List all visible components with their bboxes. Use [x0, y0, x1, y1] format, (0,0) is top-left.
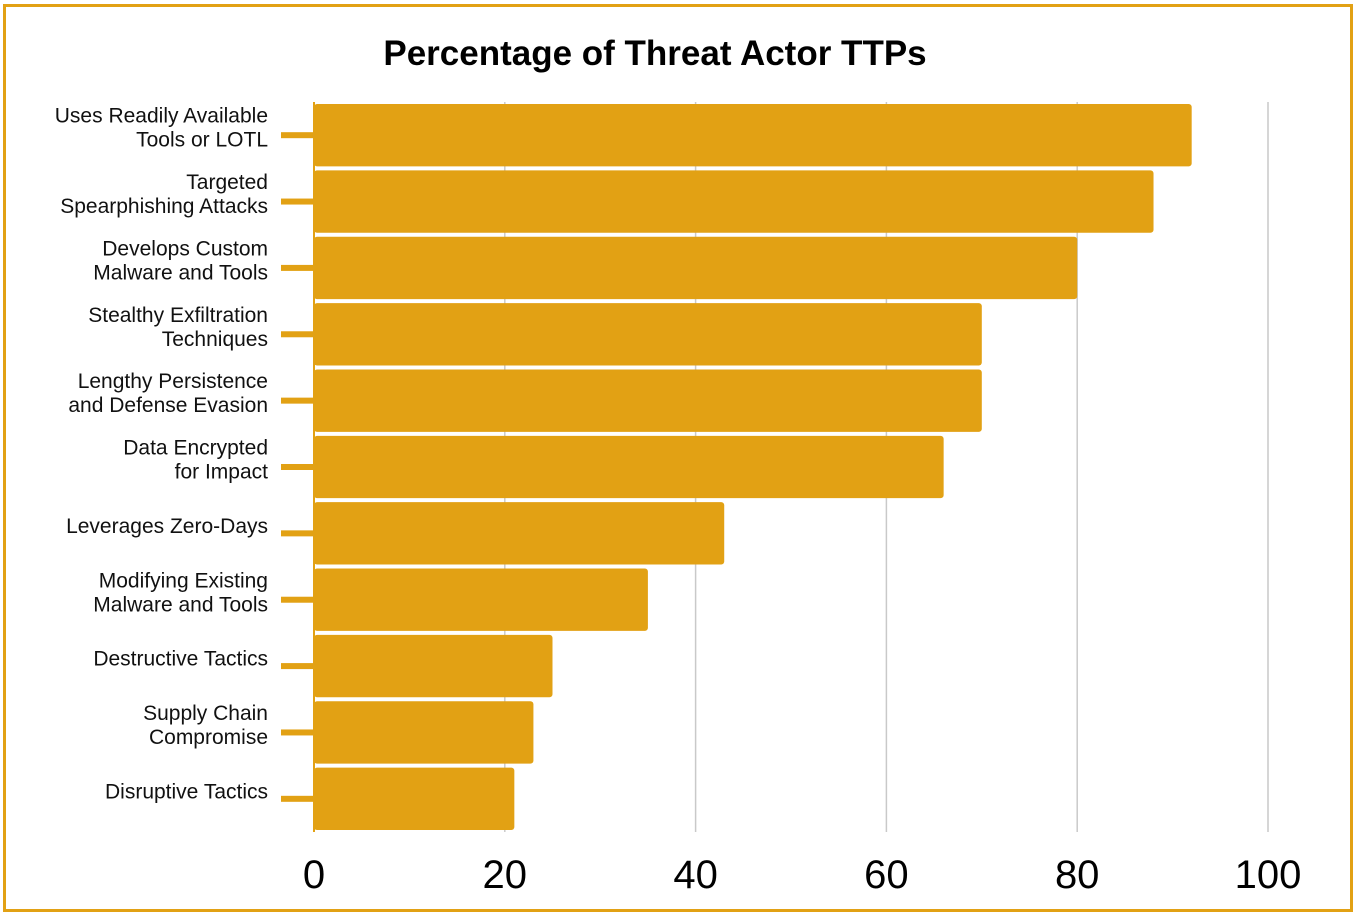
y-tick-mark-1 — [281, 198, 314, 205]
bar-6 — [314, 502, 725, 565]
x-tick-label-100: 100 — [1235, 853, 1302, 897]
category-label-5: Data Encrypted for Impact — [123, 437, 268, 484]
category-label-2: Develops Custom Malware and Tools — [93, 237, 268, 284]
y-tick-mark-7 — [281, 596, 314, 603]
y-tick-mark-4 — [281, 397, 314, 404]
category-label-0: Uses Readily Available Tools or LOTL — [55, 105, 268, 152]
y-tick-mark-10 — [281, 795, 314, 802]
x-tick-label-80: 80 — [1055, 853, 1100, 897]
y-tick-mark-6 — [281, 530, 314, 537]
y-tick-mark-2 — [281, 264, 314, 271]
y-tick-mark-9 — [281, 729, 314, 736]
bar-7 — [314, 568, 648, 631]
bar-8 — [314, 634, 553, 698]
x-tick-label-60: 60 — [864, 853, 909, 897]
category-label-8: Destructive Tactics — [93, 648, 268, 671]
bar-10 — [314, 767, 515, 830]
bar-5 — [314, 435, 944, 499]
bar-9 — [314, 701, 534, 764]
bar-2 — [314, 236, 1078, 300]
y-tick-mark-3 — [281, 331, 314, 338]
bar-0 — [314, 104, 1192, 167]
category-label-6: Leverages Zero-Days — [66, 515, 268, 538]
x-tick-label-20: 20 — [483, 853, 528, 897]
bar-4 — [314, 369, 982, 432]
category-label-1: Targeted Spearphishing Attacks — [60, 171, 268, 218]
bar-1 — [314, 170, 1154, 233]
y-tick-mark-8 — [281, 663, 314, 670]
x-tick-label-0: 0 — [303, 853, 325, 897]
category-label-9: Supply Chain Compromise — [143, 702, 268, 749]
category-label-10: Disruptive Tactics — [105, 780, 268, 803]
category-label-3: Stealthy Exfiltration Techniques — [88, 304, 268, 351]
y-tick-mark-0 — [281, 132, 314, 139]
category-label-4: Lengthy Persistence and Defense Evasion — [68, 370, 268, 417]
bar-3 — [314, 303, 982, 366]
category-label-7: Modifying Existing Malware and Tools — [93, 569, 268, 616]
y-tick-mark-5 — [281, 464, 314, 470]
chart-title: Percentage of Threat Actor TTPs — [383, 34, 927, 73]
x-tick-label-40: 40 — [673, 853, 718, 897]
